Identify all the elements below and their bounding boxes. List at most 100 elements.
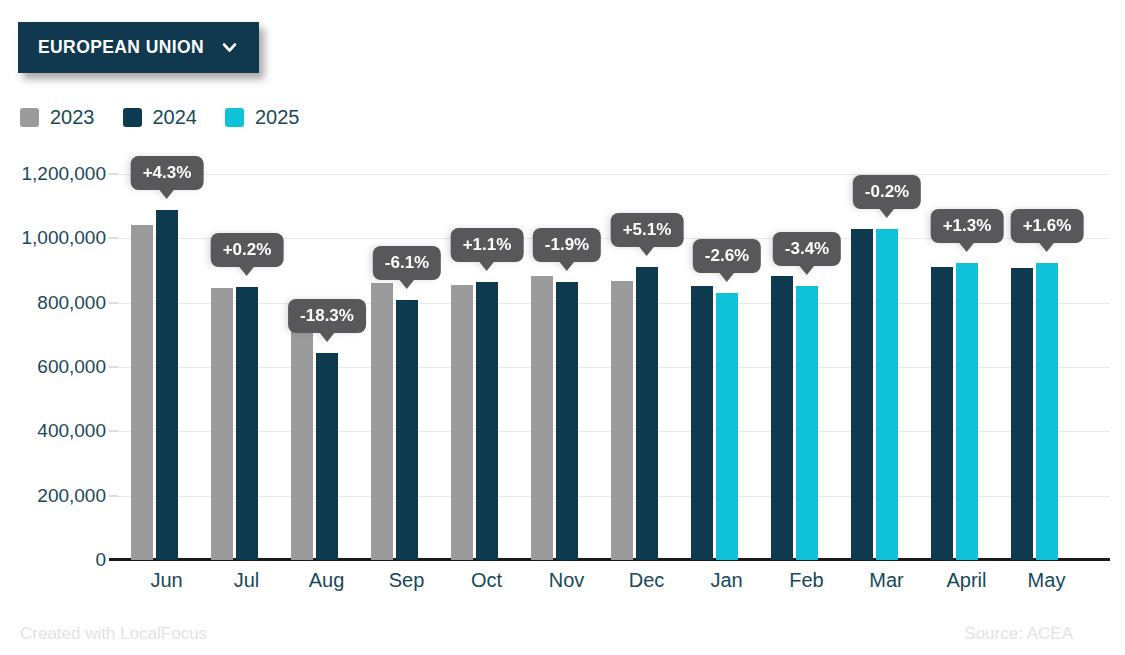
change-label-Aug: -18.3% <box>288 299 366 342</box>
y-axis-tick-label: 800,000 <box>0 292 106 314</box>
bar-group-Dec: +5.1% <box>611 174 657 560</box>
change-label-text: -3.4% <box>773 232 841 266</box>
y-axis-tick <box>109 302 118 304</box>
change-label-Dec: +5.1% <box>611 213 684 256</box>
bar-2023-Oct[interactable] <box>451 285 473 560</box>
y-axis-tick-label: 1,200,000 <box>0 163 106 185</box>
bar-2025-Jan[interactable] <box>716 293 738 560</box>
bar-2025-Feb[interactable] <box>796 286 818 560</box>
legend-swatch-icon <box>20 108 39 127</box>
y-axis-tick <box>109 495 118 497</box>
credit-text: Created with LocalFocus <box>20 624 207 644</box>
x-axis-label-Sep: Sep <box>389 569 425 592</box>
x-axis-label-Jul: Jul <box>234 569 260 592</box>
change-label-Mar: -0.2% <box>853 175 921 218</box>
change-label-Jan: -2.6% <box>693 239 761 282</box>
change-label-Feb: -3.4% <box>773 232 841 275</box>
change-label-text: +1.1% <box>451 228 524 262</box>
bar-2024-Aug[interactable] <box>316 353 338 560</box>
change-label-text: +1.6% <box>1011 209 1084 243</box>
tooltip-arrow-icon <box>639 246 655 256</box>
change-label-text: -1.9% <box>533 228 601 262</box>
bar-2023-Aug[interactable] <box>291 307 313 560</box>
y-axis-tick <box>109 366 118 368</box>
bar-2024-Jul[interactable] <box>236 287 258 560</box>
y-axis-tick <box>109 430 118 432</box>
bar-2024-Nov[interactable] <box>556 282 578 560</box>
y-axis-tick-label: 0 <box>0 549 106 571</box>
bar-2023-Sep[interactable] <box>371 283 393 560</box>
x-axis-label-Aug: Aug <box>309 569 345 592</box>
y-axis-tick-label: 1,000,000 <box>0 227 106 249</box>
y-axis-labels: 0200,000400,000600,000800,0001,000,0001,… <box>0 174 106 560</box>
bar-group-Mar: -0.2% <box>851 174 897 560</box>
x-axis-label-Feb: Feb <box>789 569 823 592</box>
y-axis-tick-label: 600,000 <box>0 356 106 378</box>
legend-label: 2024 <box>153 106 198 129</box>
y-axis-tick-label: 400,000 <box>0 420 106 442</box>
legend-item-2024[interactable]: 2024 <box>123 106 198 129</box>
bar-2024-May[interactable] <box>1011 268 1033 560</box>
legend-label: 2025 <box>255 106 300 129</box>
change-label-text: -18.3% <box>288 299 366 333</box>
bar-2025-May[interactable] <box>1036 263 1058 560</box>
x-axis-label-May: May <box>1028 569 1066 592</box>
change-label-Sep: -6.1% <box>373 246 441 289</box>
bar-2023-Jun[interactable] <box>131 225 153 560</box>
x-axis-label-Nov: Nov <box>549 569 585 592</box>
legend: 2023 2024 2025 <box>20 106 300 129</box>
bar-2024-Oct[interactable] <box>476 282 498 560</box>
source-text: Source: ACEA <box>964 624 1073 644</box>
bar-group-Feb: -3.4% <box>771 174 817 560</box>
x-axis-label-Mar: Mar <box>869 569 903 592</box>
bar-group-May: +1.6% <box>1011 174 1057 560</box>
tooltip-arrow-icon <box>159 189 175 199</box>
bar-group-Sep: -6.1% <box>371 174 417 560</box>
change-label-May: +1.6% <box>1011 209 1084 252</box>
y-axis-tick-label: 200,000 <box>0 485 106 507</box>
legend-item-2025[interactable]: 2025 <box>225 106 300 129</box>
bar-group-Nov: -1.9% <box>531 174 577 560</box>
x-axis-labels: JunJulAugSepOctNovDecJanFebMarAprilMay <box>118 569 1110 597</box>
bar-2024-Mar[interactable] <box>851 229 873 560</box>
x-axis-label-Jan: Jan <box>710 569 742 592</box>
y-axis-tick <box>109 173 118 175</box>
region-dropdown-label: EUROPEAN UNION <box>38 37 204 58</box>
change-label-text: -2.6% <box>693 239 761 273</box>
bar-2023-Jul[interactable] <box>211 288 233 560</box>
change-label-Nov: -1.9% <box>533 228 601 271</box>
x-axis-label-April: April <box>946 569 986 592</box>
bar-2025-April[interactable] <box>956 263 978 560</box>
bar-2024-Sep[interactable] <box>396 300 418 560</box>
chart-widget: EUROPEAN UNION 2023 2024 2025 0 200,000 400,… <box>0 0 1125 655</box>
tooltip-arrow-icon <box>719 272 735 282</box>
legend-item-2023[interactable]: 2023 <box>20 106 95 129</box>
change-label-Jun: +4.3% <box>131 156 204 199</box>
change-label-Jul: +0.2% <box>211 233 284 276</box>
tooltip-arrow-icon <box>239 266 255 276</box>
plot-area: +4.3%+0.2%-18.3%-6.1%+1.1%-1.9%+5.1%-2.6… <box>118 174 1110 560</box>
bar-2023-Nov[interactable] <box>531 276 553 560</box>
bar-2025-Mar[interactable] <box>876 229 898 560</box>
bar-2023-Dec[interactable] <box>611 281 633 560</box>
bar-2024-Dec[interactable] <box>636 267 658 560</box>
x-axis-label-Oct: Oct <box>471 569 502 592</box>
bar-group-Jul: +0.2% <box>211 174 257 560</box>
legend-swatch-icon <box>123 108 142 127</box>
change-label-text: +0.2% <box>211 233 284 267</box>
tooltip-arrow-icon <box>799 265 815 275</box>
x-axis-label-Dec: Dec <box>629 569 665 592</box>
region-dropdown[interactable]: EUROPEAN UNION <box>18 22 259 73</box>
tooltip-arrow-icon <box>559 261 575 271</box>
change-label-text: +1.3% <box>931 209 1004 243</box>
chevron-down-icon <box>220 38 239 57</box>
bar-2024-Jan[interactable] <box>691 286 713 560</box>
tooltip-arrow-icon <box>1039 242 1055 252</box>
bar-2024-Jun[interactable] <box>156 210 178 560</box>
tooltip-arrow-icon <box>399 279 415 289</box>
y-axis-tick <box>109 237 118 239</box>
change-label-text: -0.2% <box>853 175 921 209</box>
bar-2024-April[interactable] <box>931 267 953 560</box>
bar-2024-Feb[interactable] <box>771 276 793 560</box>
bar-group-Jan: -2.6% <box>691 174 737 560</box>
